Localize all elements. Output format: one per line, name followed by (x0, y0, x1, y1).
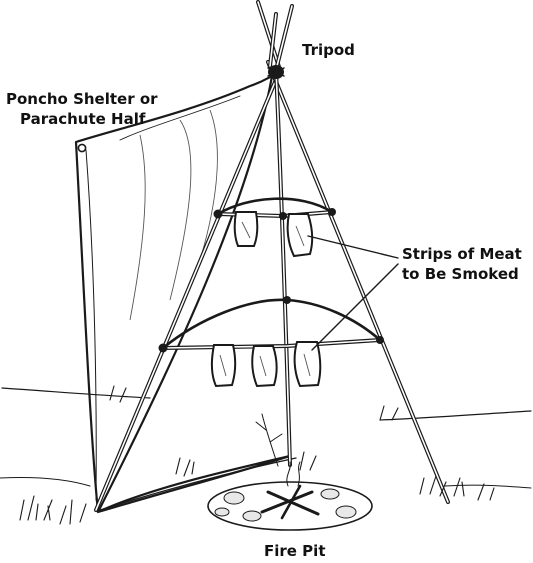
poncho-shelter (74, 74, 297, 514)
meat-strip (251, 345, 278, 388)
tripod-pole-center (274, 68, 292, 467)
meat-strips-upper (233, 211, 314, 258)
meat-strips-lower (210, 341, 322, 388)
tripod-pole-right (266, 60, 450, 504)
label-poncho-line1: Poncho Shelter or (6, 90, 158, 108)
label-poncho-line2: Parachute Half (20, 110, 146, 128)
lower-rack (158, 296, 384, 353)
ground (0, 387, 532, 489)
label-meat-line2: to Be Smoked (402, 265, 519, 283)
label-meat-line1: Strips of Meat (402, 245, 522, 263)
label-fire-pit: Fire Pit (264, 542, 326, 560)
meat-leader-lines (307, 235, 399, 351)
labels: Tripod Poncho Shelter or Parachute Half … (6, 41, 522, 560)
fire-pit (207, 461, 373, 531)
grass (19, 385, 495, 525)
meat-strip (293, 341, 322, 388)
meat-strip (210, 344, 237, 388)
label-tripod: Tripod (302, 41, 355, 59)
tripod-pole-left (94, 68, 282, 512)
tripod (94, 0, 450, 512)
